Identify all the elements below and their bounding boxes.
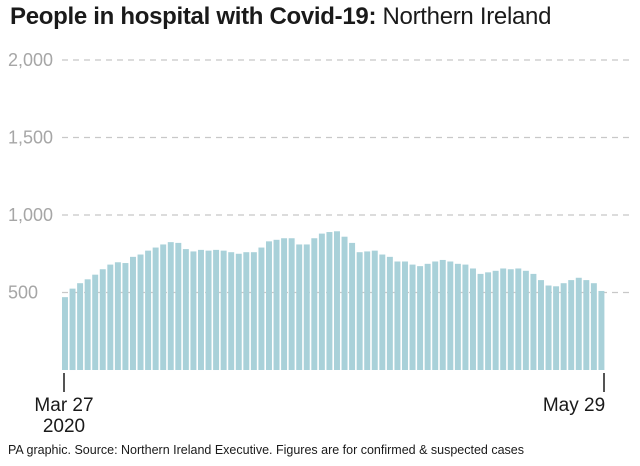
bar <box>545 285 552 370</box>
bar <box>266 241 272 370</box>
gridlines: 500 1,000 1,500 2,000 <box>8 50 632 303</box>
bar <box>190 251 197 370</box>
bar <box>167 242 174 371</box>
bar <box>145 250 152 370</box>
bar <box>69 288 76 371</box>
bar <box>99 269 106 370</box>
y-tick-label: 1,000 <box>8 205 53 225</box>
bar <box>228 252 235 370</box>
bar <box>334 231 340 370</box>
bar <box>522 270 529 370</box>
x-start-year-label: 2020 <box>43 416 85 437</box>
bar <box>477 273 484 370</box>
bar <box>130 256 136 370</box>
bar <box>318 233 325 370</box>
bar <box>386 256 393 370</box>
source-footnote: PA graphic. Source: Northern Ireland Exe… <box>8 443 524 457</box>
bar <box>198 249 204 371</box>
bar <box>432 261 439 370</box>
bar <box>583 280 590 370</box>
bar <box>364 251 371 370</box>
x-end-label: May 29 <box>543 395 605 416</box>
y-tick-label: 1,500 <box>8 128 53 148</box>
bar <box>417 266 424 370</box>
chart-title: People in hospital with Covid-19: Northe… <box>10 2 551 32</box>
bar <box>62 297 68 370</box>
bar <box>553 286 560 370</box>
bars <box>62 231 605 371</box>
bar <box>424 263 431 370</box>
bar <box>515 268 522 370</box>
bar <box>507 269 514 370</box>
bar <box>213 249 220 371</box>
bar <box>152 247 159 370</box>
bar <box>220 250 227 370</box>
bar <box>296 244 303 370</box>
bar <box>160 244 167 370</box>
bar <box>281 238 288 370</box>
bar <box>77 283 84 370</box>
bar <box>175 242 182 370</box>
chart-title-bold: People in hospital with Covid-19: <box>10 3 377 30</box>
bar <box>235 253 242 370</box>
bar <box>137 254 144 370</box>
bar <box>439 259 446 370</box>
bar <box>258 247 265 370</box>
bar <box>454 263 461 370</box>
bar <box>402 261 408 370</box>
bar <box>485 272 492 370</box>
bar <box>92 274 99 370</box>
bar <box>394 261 401 370</box>
bar <box>447 261 454 370</box>
bar <box>598 290 605 370</box>
bar <box>538 280 544 370</box>
bar <box>182 249 189 370</box>
bar <box>590 283 597 370</box>
bar <box>288 238 295 370</box>
bar <box>371 250 378 370</box>
bar <box>462 264 469 370</box>
bar <box>379 254 386 370</box>
bar <box>409 264 416 370</box>
bar <box>250 252 257 370</box>
bar <box>84 279 91 370</box>
y-tick-label: 500 <box>8 283 38 303</box>
bar <box>492 270 499 370</box>
bar <box>122 263 129 370</box>
bar <box>107 264 114 370</box>
bar <box>470 268 476 370</box>
bar <box>500 268 507 370</box>
bar <box>560 283 567 370</box>
bar <box>303 244 310 370</box>
bar <box>205 250 212 370</box>
bar <box>326 232 333 370</box>
bar <box>568 280 575 370</box>
bar <box>530 273 537 370</box>
bar <box>273 239 280 370</box>
bar <box>114 262 121 370</box>
bar <box>243 252 250 370</box>
x-start-label: Mar 27 <box>34 395 93 416</box>
y-tick-label: 2,000 <box>8 50 53 70</box>
bar <box>349 242 356 370</box>
bar <box>356 252 363 370</box>
bar <box>311 238 318 370</box>
bar <box>341 236 348 370</box>
bar <box>575 277 582 370</box>
chart-title-region: Northern Ireland <box>376 3 552 30</box>
